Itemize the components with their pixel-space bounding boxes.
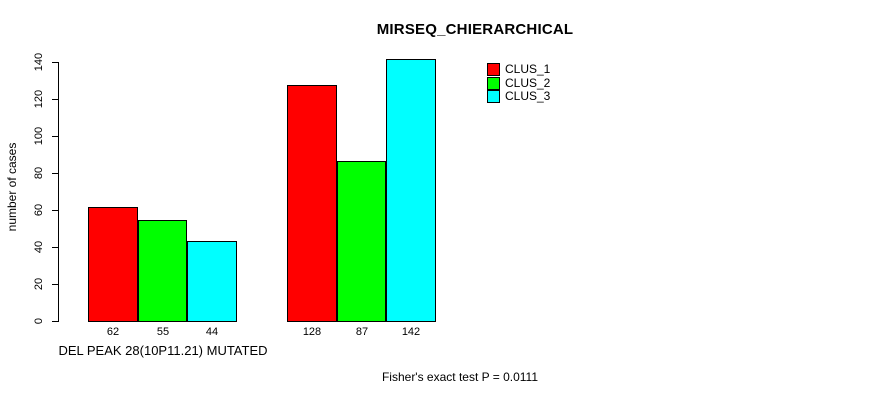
y-tick-mark [52,284,59,285]
y-tick-mark [52,247,59,248]
y-axis-label: number of cases [5,142,19,232]
y-tick-label: 100 [33,126,45,146]
legend-row: CLUS_2 [487,75,551,91]
bar-value-label: 62 [106,326,120,338]
y-tick-label: 60 [33,203,45,217]
footnote: Fisher's exact test P = 0.0111 [381,370,539,384]
bar-group1-clus_1 [88,207,138,322]
legend-row: CLUS_1 [487,63,550,77]
y-tick-mark [52,136,59,137]
y-tick-mark [52,173,59,174]
y-tick-label: 140 [33,52,45,72]
y-tick-label: 120 [33,89,45,109]
y-tick-mark [52,321,59,322]
legend-label: CLUS_1 [505,62,551,77]
bar-group2-clus_3 [386,59,436,322]
bar-group2-clus_2 [337,161,386,322]
y-tick-mark [52,99,59,100]
legend: CLUS_1 CLUS_2 CLUS_3 [487,63,550,104]
x-axis-label: DEL PEAK 28(10P11.21) MUTATED [58,343,268,358]
bar-value-label: 87 [355,326,369,338]
legend-swatch-clus_3 [487,90,500,104]
legend-swatch-clus_1 [487,63,500,77]
bar-group2-clus_1 [287,85,337,322]
legend-label: CLUS_2 [505,75,551,90]
y-tick-mark [52,210,59,211]
y-tick-label: 0 [33,317,45,325]
legend-swatch-clus_2 [487,76,500,90]
y-tick-mark [52,62,59,63]
bar-value-label: 142 [401,326,421,338]
bar-group1-clus_3 [187,241,237,322]
bar-value-label: 44 [205,326,219,338]
y-axis-line [58,63,59,322]
y-tick-label: 20 [33,277,45,291]
legend-row: CLUS_3 [487,90,550,104]
bar-value-label: 128 [302,326,322,338]
chart-title: MIRSEQ_CHIERARCHICAL [376,21,574,38]
y-tick-label: 40 [33,240,45,254]
legend-label: CLUS_3 [505,89,551,104]
bar-group1-clus_2 [138,220,187,322]
bar-value-label: 55 [156,326,170,338]
y-tick-label: 80 [33,166,45,180]
